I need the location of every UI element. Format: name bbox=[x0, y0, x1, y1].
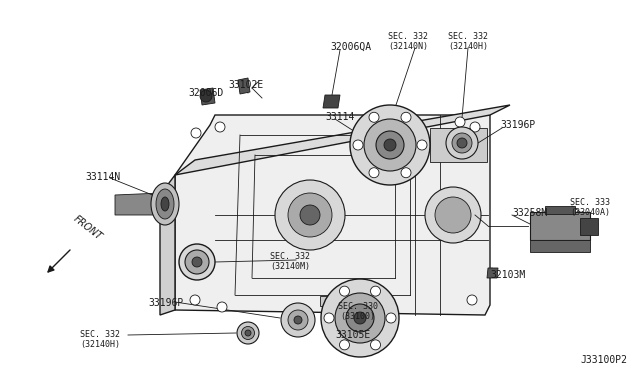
Polygon shape bbox=[175, 105, 510, 175]
Text: 33114N: 33114N bbox=[85, 172, 120, 182]
Circle shape bbox=[353, 140, 363, 150]
Ellipse shape bbox=[335, 293, 385, 343]
Text: 33114: 33114 bbox=[325, 112, 355, 122]
Circle shape bbox=[324, 313, 334, 323]
Text: J33100P2: J33100P2 bbox=[580, 355, 627, 365]
Text: 33105E: 33105E bbox=[335, 330, 371, 340]
Polygon shape bbox=[430, 128, 487, 162]
Polygon shape bbox=[580, 218, 598, 235]
Circle shape bbox=[369, 112, 379, 122]
Circle shape bbox=[300, 205, 320, 225]
Ellipse shape bbox=[350, 105, 430, 185]
Circle shape bbox=[288, 193, 332, 237]
Ellipse shape bbox=[151, 183, 179, 225]
Circle shape bbox=[200, 90, 212, 102]
Polygon shape bbox=[160, 175, 175, 315]
Circle shape bbox=[386, 313, 396, 323]
Ellipse shape bbox=[384, 139, 396, 151]
Ellipse shape bbox=[185, 250, 209, 274]
Text: SEC. 333
(33040A): SEC. 333 (33040A) bbox=[570, 198, 610, 217]
Circle shape bbox=[467, 295, 477, 305]
Text: 33258M: 33258M bbox=[512, 208, 547, 218]
Text: SEC. 332
(32140H): SEC. 332 (32140H) bbox=[80, 330, 120, 349]
Ellipse shape bbox=[179, 244, 215, 280]
Ellipse shape bbox=[245, 330, 251, 336]
Text: FRONT: FRONT bbox=[72, 214, 104, 242]
Text: 32103M: 32103M bbox=[490, 270, 525, 280]
Ellipse shape bbox=[237, 322, 259, 344]
Circle shape bbox=[215, 122, 225, 132]
Polygon shape bbox=[530, 212, 590, 240]
Circle shape bbox=[275, 180, 345, 250]
Circle shape bbox=[217, 302, 227, 312]
Ellipse shape bbox=[241, 327, 255, 340]
Ellipse shape bbox=[294, 316, 302, 324]
Ellipse shape bbox=[376, 131, 404, 159]
Ellipse shape bbox=[161, 197, 169, 211]
Text: 33196P: 33196P bbox=[500, 120, 535, 130]
Circle shape bbox=[401, 168, 411, 178]
Circle shape bbox=[371, 340, 381, 350]
Polygon shape bbox=[320, 296, 345, 306]
Circle shape bbox=[470, 122, 480, 132]
Circle shape bbox=[455, 117, 465, 127]
Text: 33102E: 33102E bbox=[228, 80, 263, 90]
Text: SEC. 332
(32140N): SEC. 332 (32140N) bbox=[388, 32, 428, 51]
Polygon shape bbox=[115, 193, 162, 215]
Ellipse shape bbox=[156, 189, 174, 219]
Ellipse shape bbox=[281, 303, 315, 337]
Circle shape bbox=[371, 286, 381, 296]
Polygon shape bbox=[200, 88, 215, 105]
Polygon shape bbox=[323, 95, 340, 108]
Ellipse shape bbox=[364, 119, 416, 171]
Circle shape bbox=[417, 140, 427, 150]
Text: 32006D: 32006D bbox=[188, 88, 223, 98]
Circle shape bbox=[425, 187, 481, 243]
Polygon shape bbox=[545, 206, 575, 214]
Circle shape bbox=[190, 295, 200, 305]
Polygon shape bbox=[487, 268, 498, 278]
Text: 32006QA: 32006QA bbox=[330, 42, 371, 52]
Ellipse shape bbox=[288, 310, 308, 330]
Circle shape bbox=[435, 197, 471, 233]
Ellipse shape bbox=[192, 257, 202, 267]
Text: 33196P: 33196P bbox=[148, 298, 183, 308]
Ellipse shape bbox=[446, 127, 478, 159]
Text: SEC. 332
(32140H): SEC. 332 (32140H) bbox=[448, 32, 488, 51]
Ellipse shape bbox=[321, 279, 399, 357]
Circle shape bbox=[191, 128, 201, 138]
Ellipse shape bbox=[457, 138, 467, 148]
Ellipse shape bbox=[452, 133, 472, 153]
Ellipse shape bbox=[346, 304, 374, 332]
Circle shape bbox=[339, 286, 349, 296]
Ellipse shape bbox=[354, 312, 366, 324]
Circle shape bbox=[339, 340, 349, 350]
Text: SEC. 330
(33100): SEC. 330 (33100) bbox=[338, 302, 378, 321]
Circle shape bbox=[369, 168, 379, 178]
Text: SEC. 332
(32140M): SEC. 332 (32140M) bbox=[270, 252, 310, 272]
Polygon shape bbox=[175, 115, 490, 315]
Polygon shape bbox=[530, 240, 590, 252]
Circle shape bbox=[401, 112, 411, 122]
Polygon shape bbox=[238, 78, 250, 94]
